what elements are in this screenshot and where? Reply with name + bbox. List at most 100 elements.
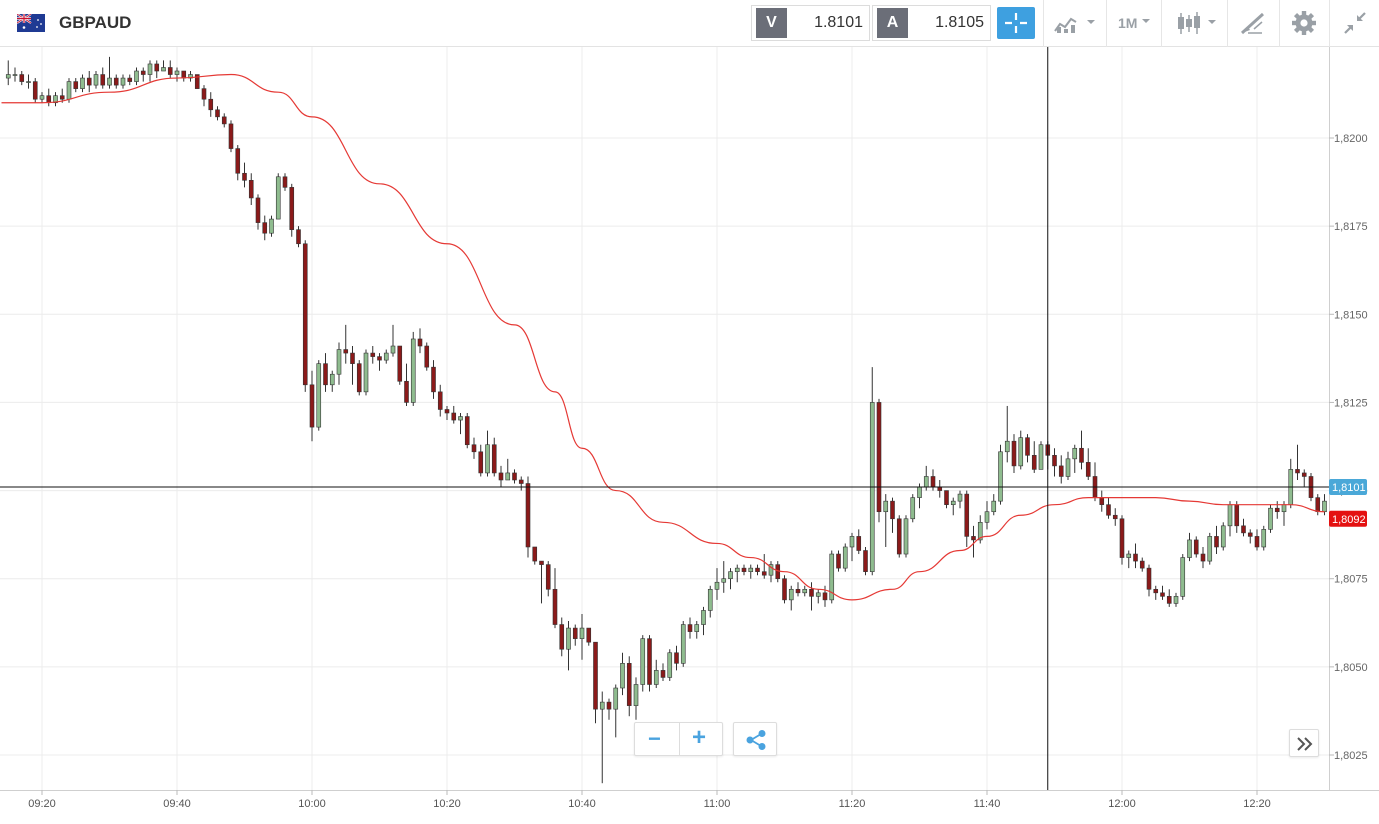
candle-up	[984, 511, 990, 523]
candle-up	[174, 70, 180, 75]
candle-down	[32, 81, 38, 100]
candle-up	[680, 624, 686, 664]
candle-down	[890, 500, 895, 520]
candle-up	[458, 416, 463, 421]
candle-down	[552, 588, 558, 625]
candle-down	[876, 402, 882, 513]
current-price-tag-bg	[1329, 510, 1367, 527]
buy-price-box[interactable]: A 1.8105	[872, 5, 991, 41]
candle-up	[1004, 440, 1010, 453]
candle-down	[19, 74, 25, 82]
toolbar-divider	[1043, 0, 1044, 47]
sell-price: 1.8101	[814, 14, 863, 31]
sell-price-box[interactable]: V 1.8101	[751, 5, 870, 41]
candle-down	[1099, 497, 1105, 505]
candle-down	[491, 444, 497, 474]
candle-up	[910, 497, 916, 520]
candle-down	[350, 352, 355, 364]
candle-up	[707, 588, 713, 611]
candle-down	[1112, 514, 1118, 520]
candle-up	[633, 684, 639, 706]
zoom-out-button[interactable]: −	[635, 723, 680, 755]
candle-down	[1166, 596, 1172, 604]
candle-down	[856, 536, 862, 551]
candle-down	[518, 479, 524, 484]
zoom-in-button[interactable]: +	[680, 723, 723, 755]
candle-up	[161, 67, 166, 72]
candle-down	[1025, 437, 1030, 456]
candle-down	[964, 493, 970, 537]
candle-up	[721, 578, 727, 583]
scroll-to-latest-button[interactable]	[1289, 729, 1319, 757]
candle-down	[1247, 532, 1253, 537]
candle-down	[1315, 497, 1321, 513]
candle-up	[667, 652, 673, 678]
x-tick-label: 10:20	[433, 798, 461, 810]
indicator-icon	[1054, 17, 1095, 33]
candle-down	[437, 391, 443, 410]
candle-down	[1031, 455, 1037, 470]
candle-up	[1227, 504, 1233, 527]
candle-up	[842, 546, 848, 569]
candle-down	[127, 77, 133, 82]
candle-up	[815, 592, 821, 597]
candle-down	[626, 663, 632, 706]
candle-down	[242, 172, 247, 181]
candle-up	[316, 363, 322, 428]
candle-down	[930, 476, 936, 488]
price-chart[interactable]: 1,82001,81751,81501,81251,81001,80751,80…	[0, 47, 1379, 824]
share-button[interactable]	[733, 722, 777, 756]
candle-down	[761, 571, 767, 576]
candle-down	[971, 536, 976, 541]
chart-type-button[interactable]	[1162, 0, 1227, 47]
candle-down	[282, 176, 288, 188]
candle-up	[653, 670, 659, 685]
candle-down	[1153, 588, 1159, 594]
candle-down	[539, 560, 544, 565]
candle-up	[80, 77, 85, 89]
candle-down	[593, 641, 598, 710]
candle-down	[302, 243, 308, 386]
candle-down	[424, 345, 430, 368]
candle-down	[167, 67, 173, 75]
candle-up	[1268, 507, 1273, 530]
candle-down	[86, 77, 92, 86]
candle-up	[1173, 596, 1179, 604]
candle-down	[464, 416, 470, 446]
candle-down	[822, 592, 828, 601]
collapse-button[interactable]	[1330, 0, 1379, 47]
settings-button[interactable]	[1280, 0, 1329, 47]
y-tick-label: 1,8075	[1334, 574, 1368, 586]
candle-down	[397, 345, 403, 382]
candle-up	[1180, 557, 1186, 597]
candle-down	[417, 338, 423, 347]
candle-down	[100, 74, 106, 86]
candle-down	[309, 384, 315, 428]
candle-up	[383, 352, 389, 361]
drawing-tools-button[interactable]	[1228, 0, 1279, 47]
chart-toolbar: GBPAUD V 1.8101 A 1.8105 1M	[0, 0, 1379, 47]
crosshair-button[interactable]	[997, 7, 1035, 39]
candle-up	[768, 564, 774, 576]
candle-up	[728, 571, 733, 580]
candle-up	[566, 627, 571, 650]
candle-down	[1234, 504, 1240, 527]
candle-down	[377, 356, 382, 361]
zoom-in-label: +	[692, 724, 707, 751]
buy-label: A	[877, 8, 908, 38]
candle-up	[1038, 444, 1044, 470]
candle-up	[336, 349, 342, 375]
candle-down	[545, 564, 551, 590]
y-tick-label: 1,8150	[1334, 309, 1368, 321]
buy-price: 1.8105	[935, 14, 984, 31]
timeframe-button[interactable]: 1M	[1107, 0, 1161, 47]
indicators-button[interactable]	[1044, 0, 1106, 47]
candle-down	[1274, 507, 1280, 513]
candle-down	[1214, 536, 1219, 548]
candle-down	[471, 444, 477, 453]
toolbar-divider	[1279, 0, 1280, 47]
candle-up	[1207, 536, 1213, 562]
candle-up	[505, 472, 511, 481]
crosshair-price-tag-bg	[1329, 479, 1367, 496]
candle-up	[39, 95, 45, 100]
